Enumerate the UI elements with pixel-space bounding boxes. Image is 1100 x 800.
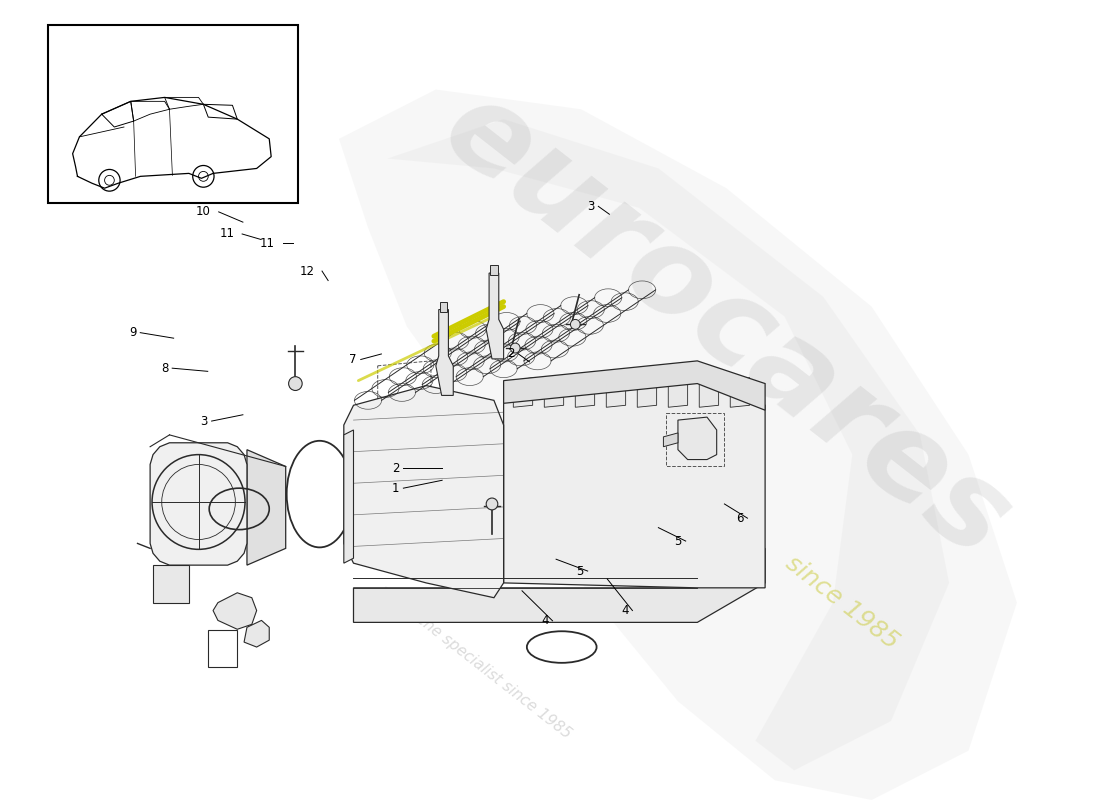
Polygon shape [436, 310, 453, 395]
Text: 3: 3 [587, 200, 594, 213]
Polygon shape [344, 386, 504, 598]
Circle shape [571, 319, 580, 330]
Text: 6: 6 [736, 512, 744, 525]
Text: since 1985: since 1985 [781, 551, 904, 654]
Text: 8: 8 [161, 362, 168, 374]
Polygon shape [213, 593, 256, 630]
Polygon shape [244, 621, 270, 647]
Text: 3: 3 [200, 414, 208, 427]
Polygon shape [153, 565, 189, 602]
Circle shape [510, 343, 520, 353]
Polygon shape [663, 433, 678, 446]
Text: 5: 5 [576, 565, 584, 578]
Polygon shape [486, 273, 504, 359]
Polygon shape [504, 381, 766, 588]
Polygon shape [544, 378, 563, 407]
Bar [48, 26, 298, 203]
Polygon shape [248, 450, 286, 565]
Polygon shape [730, 378, 749, 407]
Text: 5: 5 [674, 534, 682, 547]
Polygon shape [669, 378, 688, 407]
Polygon shape [514, 378, 532, 407]
Polygon shape [504, 361, 766, 410]
Circle shape [288, 377, 302, 390]
Polygon shape [678, 417, 717, 459]
Text: 10: 10 [196, 206, 211, 218]
Polygon shape [387, 119, 949, 770]
Polygon shape [339, 90, 1016, 800]
Polygon shape [150, 442, 248, 565]
Text: 7: 7 [350, 353, 356, 366]
Text: eurocares: eurocares [420, 70, 1032, 583]
Polygon shape [700, 378, 718, 407]
Text: 9: 9 [129, 326, 136, 339]
Text: 2: 2 [507, 347, 515, 361]
Polygon shape [637, 378, 657, 407]
Bar [440, 302, 448, 311]
Bar [491, 265, 498, 275]
Text: 4: 4 [621, 604, 628, 617]
Circle shape [486, 498, 498, 510]
Text: 11: 11 [260, 237, 275, 250]
Polygon shape [606, 378, 626, 407]
Polygon shape [353, 548, 766, 622]
Text: 11: 11 [219, 227, 234, 241]
Text: 2: 2 [392, 462, 399, 475]
Text: 12: 12 [299, 265, 315, 278]
Text: a porsche specialist since 1985: a porsche specialist since 1985 [375, 582, 573, 742]
Text: 4: 4 [541, 614, 549, 627]
Polygon shape [344, 430, 353, 563]
Polygon shape [575, 378, 595, 407]
Text: 1: 1 [392, 482, 399, 494]
